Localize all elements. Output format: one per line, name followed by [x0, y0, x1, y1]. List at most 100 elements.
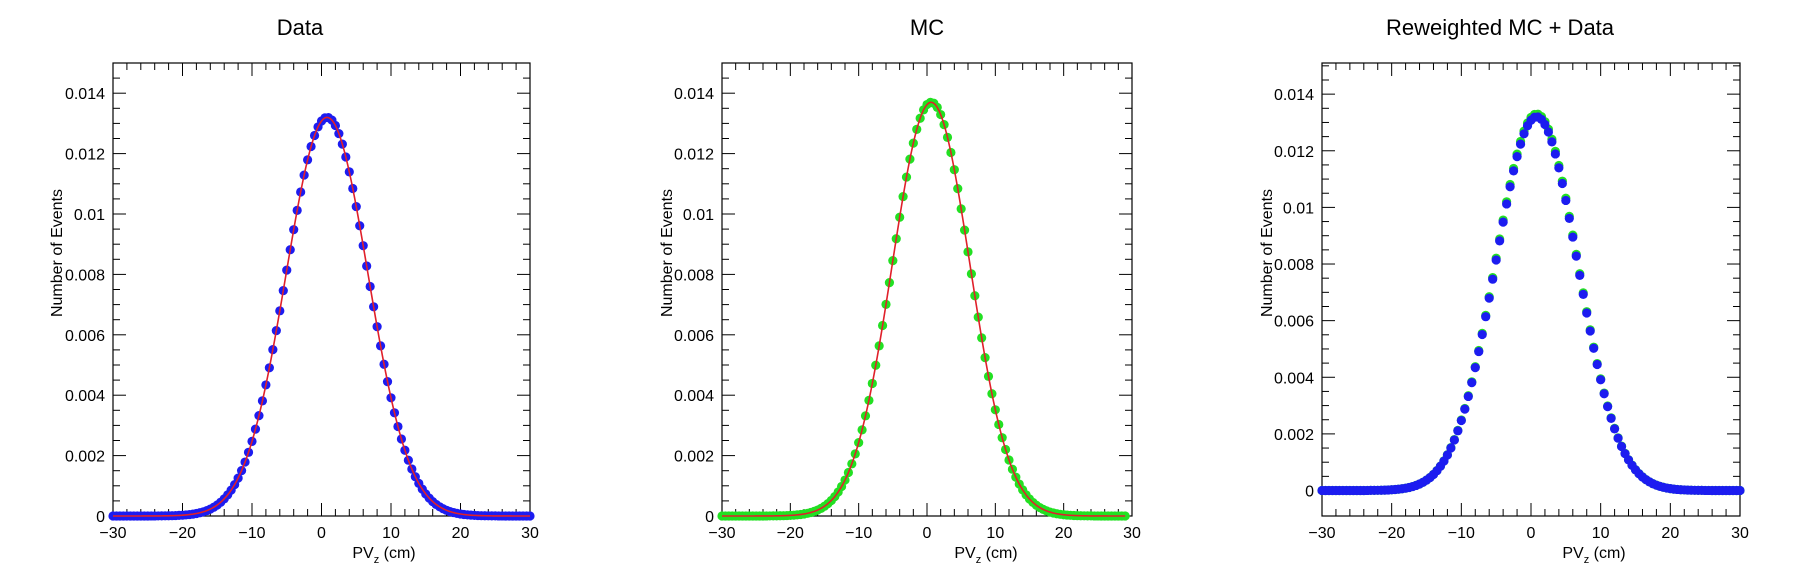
marker-series-1	[1317, 109, 1745, 496]
data-point	[1547, 137, 1557, 147]
data-point	[1442, 450, 1452, 460]
data-point	[1488, 274, 1498, 284]
data-point	[1484, 293, 1494, 303]
y-axis-title: Number of Events	[49, 189, 66, 317]
data-point	[1606, 413, 1616, 423]
x-tick-label: −30	[1308, 525, 1335, 542]
y-tick-label: 0.002	[1274, 427, 1314, 444]
data-point	[1453, 426, 1463, 436]
x-tick-label: 10	[382, 525, 400, 542]
x-tick-label: 0	[923, 525, 932, 542]
y-tick-label: 0.008	[65, 267, 105, 284]
data-point	[1456, 415, 1466, 426]
data-point	[1568, 232, 1578, 242]
data-point	[1477, 329, 1487, 340]
chart-panel-2: MC −30 −20 −10 0 10 20 30 0 0.002 0.004 0.006 0.008 0…	[659, 15, 1141, 566]
y-tick-label: 0.014	[1274, 87, 1314, 104]
y-tick-label: 0.002	[674, 449, 714, 466]
plot-frame	[1321, 62, 1741, 517]
y-tick-label: 0.006	[674, 328, 714, 345]
x-tick-label: 30	[1731, 525, 1749, 542]
y-tick-label: 0.01	[1283, 200, 1314, 217]
y-tick-label: 0.002	[65, 449, 105, 466]
data-point	[1596, 375, 1606, 385]
data-point	[1575, 270, 1585, 280]
data-point	[1463, 391, 1473, 402]
x-tick-label: −20	[1378, 525, 1405, 542]
data-point	[1470, 363, 1480, 373]
x-tick-label: 0	[317, 525, 326, 542]
x-axis-title-unit: (cm)	[379, 545, 415, 562]
data-point	[1554, 163, 1564, 173]
data-point	[1449, 435, 1459, 445]
y-tick-label: 0.012	[1274, 144, 1314, 161]
y-tick-label: 0.006	[65, 328, 105, 345]
x-axis-title-main: PV	[954, 545, 976, 562]
data-point	[1561, 195, 1571, 206]
y-tick-label: 0.004	[65, 388, 105, 405]
x-axis-title-unit: (cm)	[1589, 545, 1625, 562]
y-tick-label: 0	[705, 509, 714, 526]
y-tick-label: 0	[96, 509, 105, 526]
y-tick-label: 0.01	[683, 207, 714, 224]
x-axis-title: PVz (cm)	[352, 545, 415, 566]
chart-title: Reweighted MC + Data	[1386, 15, 1615, 40]
x-tick-label: 0	[1527, 525, 1536, 542]
data-point	[1564, 213, 1574, 224]
data-point	[1578, 289, 1588, 299]
x-tick-label: 30	[521, 525, 539, 542]
x-axis-title-main: PV	[352, 545, 374, 562]
data-point	[1735, 485, 1745, 496]
marker-series-2	[1317, 112, 1745, 496]
x-tick-label: 20	[452, 525, 470, 542]
x-tick-label: −30	[99, 525, 126, 542]
x-tick-label: −20	[777, 525, 804, 542]
data-point	[1603, 402, 1613, 412]
y-tick-label: 0.008	[1274, 257, 1314, 274]
x-tick-label: −10	[845, 525, 872, 542]
data-point	[1495, 236, 1505, 246]
x-tick-label: 20	[1661, 525, 1679, 542]
x-tick-label: 10	[1592, 525, 1610, 542]
y-tick-label: 0.008	[674, 267, 714, 284]
data-point	[1505, 182, 1515, 192]
x-tick-label: −30	[708, 525, 735, 542]
x-tick-label: 10	[986, 525, 1004, 542]
fit-curve	[113, 116, 530, 517]
chart-panel-1: Data −30 −20 −10 0 10 20 30 0 0.002 0.004 0.006 0.00…	[49, 15, 539, 566]
marker-series-1	[717, 97, 1130, 521]
data-point	[1557, 178, 1567, 189]
data-point	[1585, 326, 1595, 336]
data-point	[1610, 424, 1620, 434]
x-tick-label: 20	[1055, 525, 1073, 542]
plot-frame	[721, 62, 1133, 517]
y-tick-label: 0	[1305, 484, 1314, 501]
data-point	[1540, 119, 1550, 130]
y-tick-label: 0.014	[65, 86, 105, 103]
x-tick-label: −20	[169, 525, 196, 542]
y-tick-label: 0.004	[674, 388, 714, 405]
x-axis-title: PVz (cm)	[954, 545, 1017, 566]
data-point	[1512, 151, 1522, 162]
y-axis-title: Number of Events	[659, 189, 676, 317]
x-axis-title-main: PV	[1562, 545, 1584, 562]
data-point	[1508, 166, 1519, 176]
chart-panel-3: Reweighted MC + Data −30 −20 −10 0 10 20 30 0 0.0…	[1259, 15, 1749, 566]
data-point	[1592, 359, 1602, 370]
y-tick-label: 0.014	[674, 86, 714, 103]
data-point	[1491, 255, 1501, 265]
x-axis-title-subscript: z	[374, 554, 380, 566]
data-point	[1481, 312, 1491, 322]
chart-title: Data	[277, 15, 324, 40]
y-tick-label: 0.006	[1274, 314, 1314, 331]
chart-title: MC	[910, 15, 944, 40]
x-tick-label: 30	[1123, 525, 1141, 542]
y-tick-label: 0.004	[1274, 370, 1314, 387]
data-point	[1460, 404, 1470, 414]
y-tick-label: 0.012	[674, 147, 714, 164]
data-point	[1550, 149, 1560, 159]
x-tick-label: −10	[238, 525, 265, 542]
data-point	[1589, 343, 1599, 353]
data-point	[1616, 441, 1627, 452]
